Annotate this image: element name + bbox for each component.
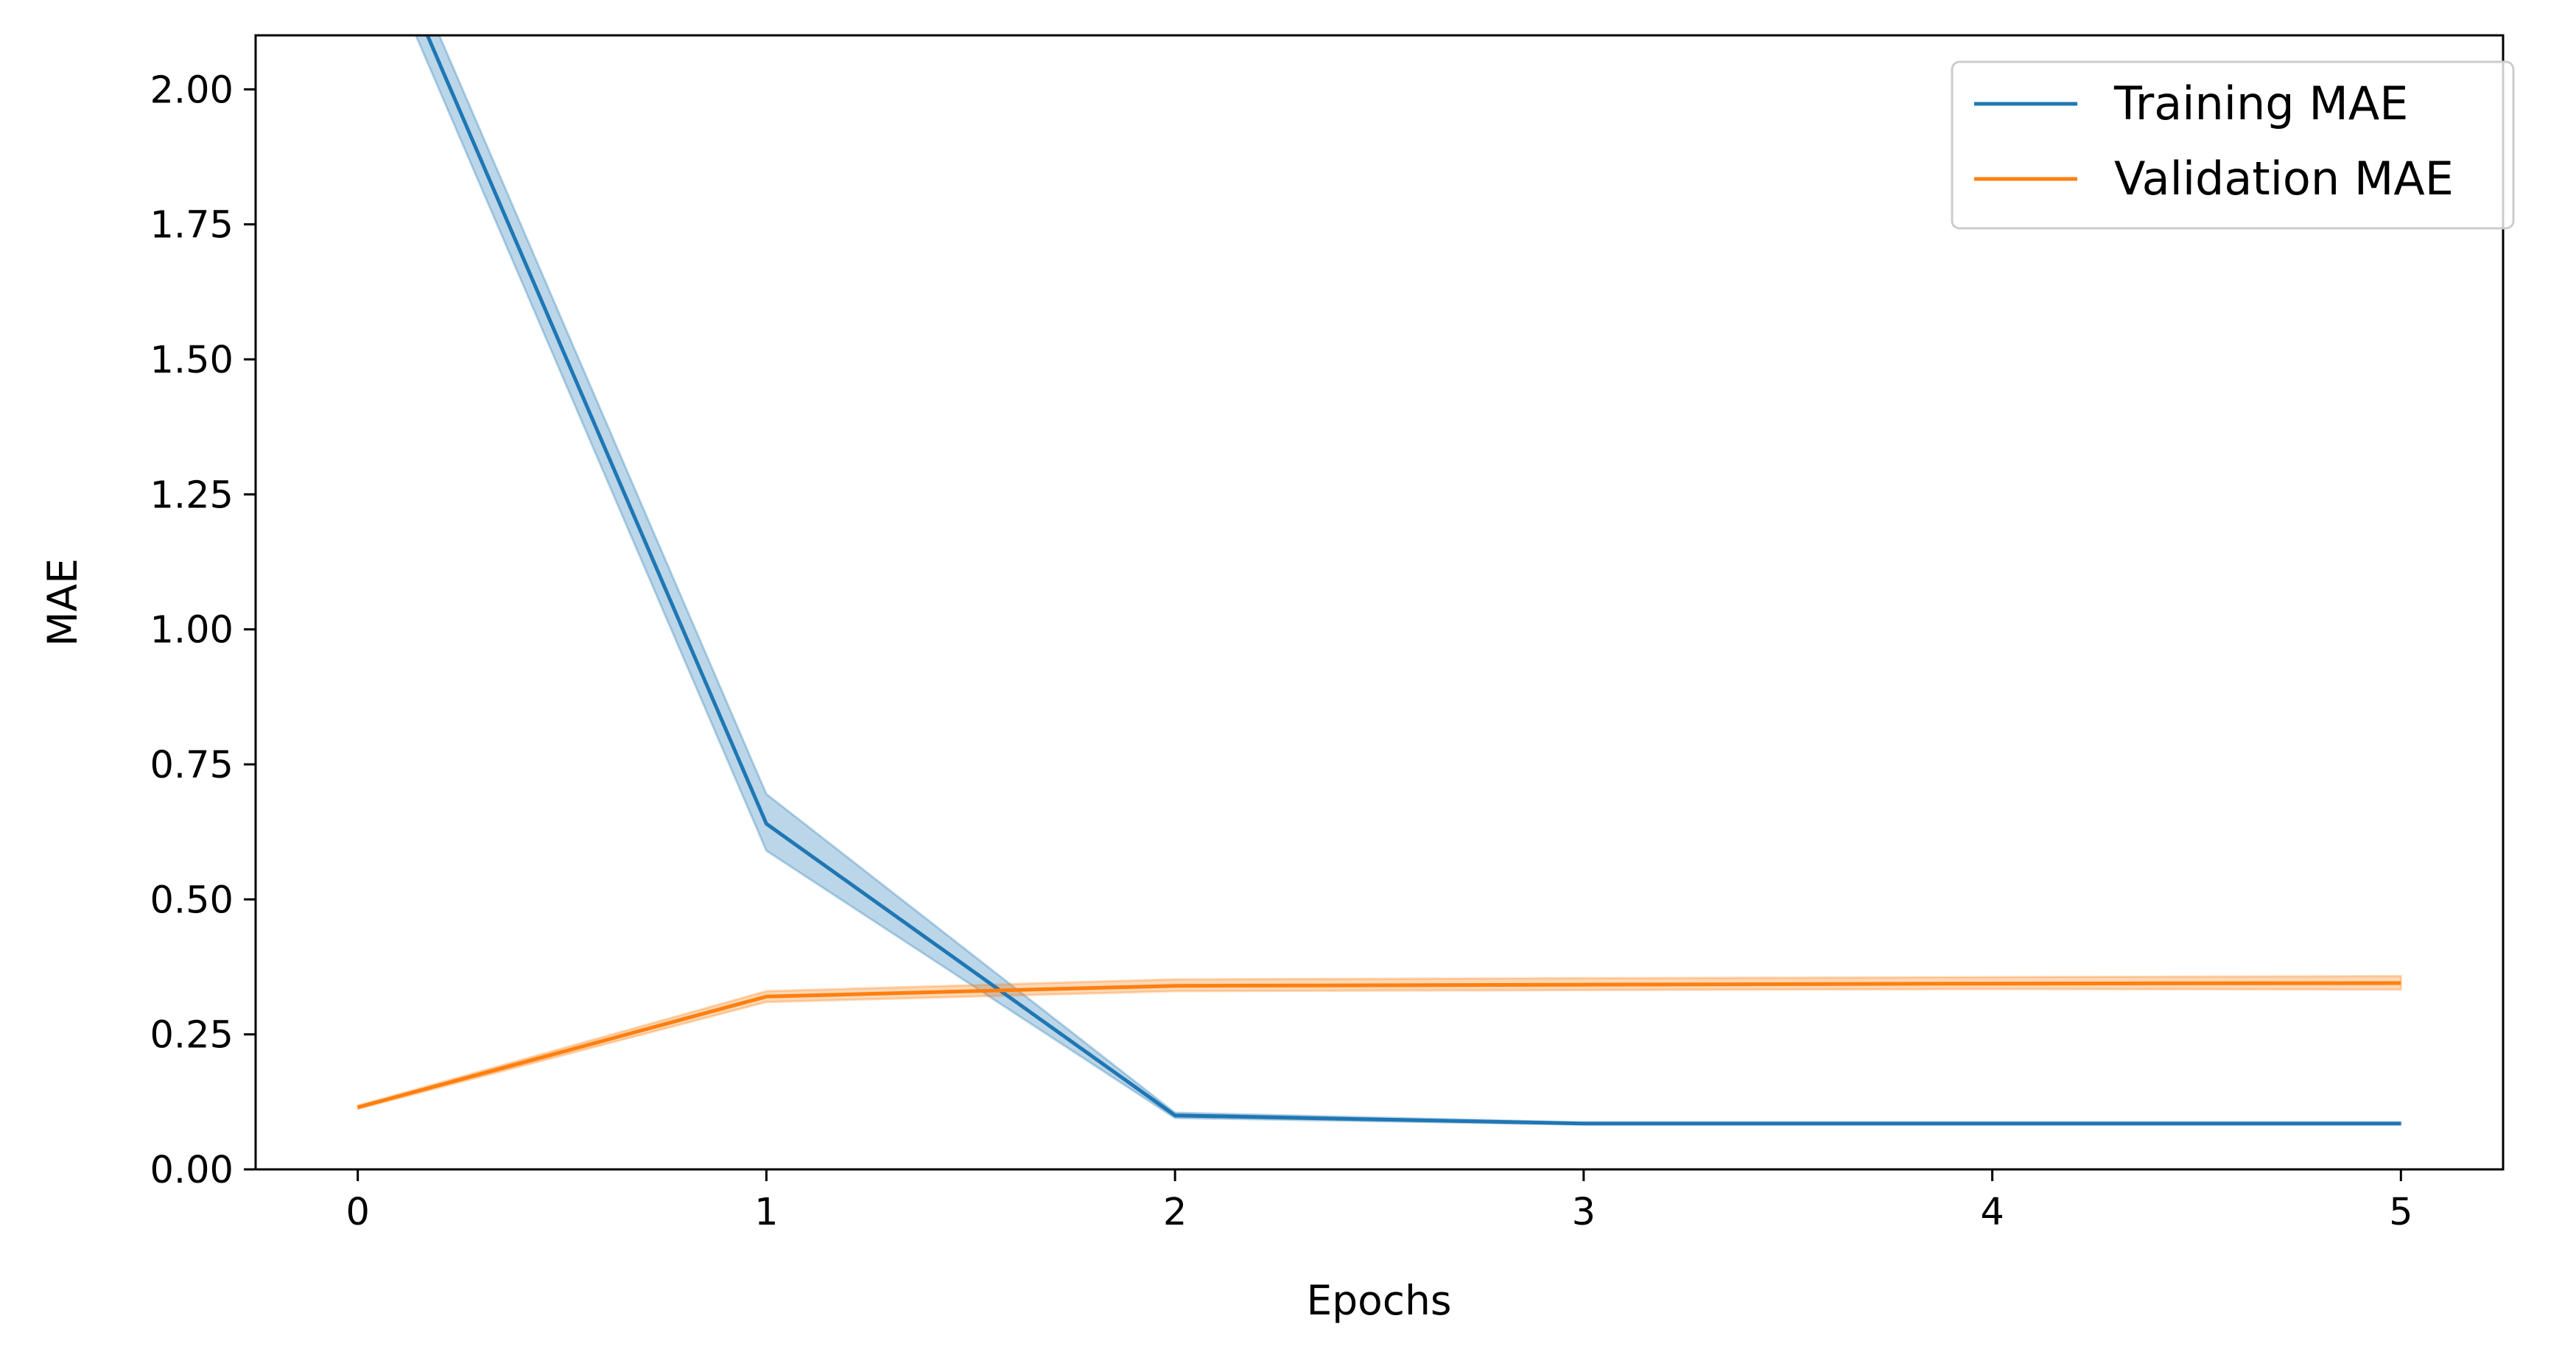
training-mae-line: [425, 35, 2401, 1126]
x-tick-label-0: 0: [345, 1191, 369, 1234]
y-tick-label-6: 1.50: [150, 339, 234, 382]
x-tick-label-2: 2: [1163, 1191, 1187, 1234]
legend-box: [1951, 60, 2515, 230]
y-axis-label: MAE: [39, 558, 86, 647]
y-tick-label-1: 0.25: [150, 1014, 234, 1057]
legend: Training MAE Validation MAE: [1951, 60, 2515, 230]
plot-frame: [254, 34, 2505, 1171]
x-tick-label-5: 5: [2389, 1191, 2412, 1234]
validation-mae-band: [357, 974, 2402, 1110]
y-tick-label-8: 2.00: [150, 68, 234, 112]
series-lines: [357, 35, 2401, 1126]
legend-label-validation: Validation MAE: [2114, 152, 2454, 205]
y-tick-label-2: 0.50: [150, 879, 234, 922]
x-tick-label-1: 1: [754, 1191, 778, 1234]
x-tick-label-3: 3: [1572, 1191, 1596, 1234]
legend-label-training: Training MAE: [2113, 77, 2408, 130]
x-tick-label-4: 4: [1980, 1191, 2004, 1234]
y-tick-label-7: 1.75: [150, 204, 234, 247]
validation-mae-line: [357, 981, 2401, 1110]
y-axis-ticks: 0.00 0.25 0.50 0.75 1.00 1.25 1.50 1.75 2.00: [150, 68, 256, 1192]
y-tick-label-3: 0.75: [150, 744, 234, 787]
y-tick-label-5: 1.25: [150, 473, 234, 517]
x-axis-ticks: 0 1 2 3 4 5: [345, 1169, 2413, 1234]
x-axis-label: Epochs: [1306, 1277, 1451, 1324]
y-tick-label-4: 1.00: [150, 609, 234, 652]
y-tick-label-0: 0.00: [150, 1149, 234, 1192]
